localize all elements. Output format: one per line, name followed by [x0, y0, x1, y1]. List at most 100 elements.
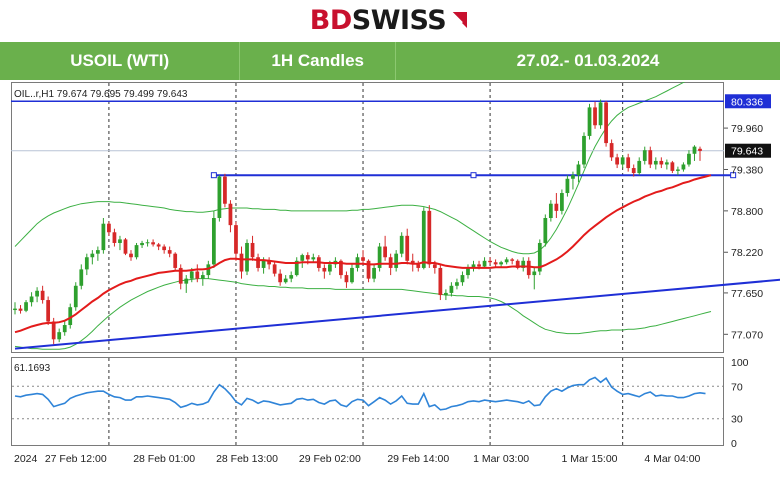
rsi-value-label: 61.1693: [14, 363, 51, 374]
candle-body: [278, 273, 283, 283]
candle-body: [57, 332, 62, 340]
time-axis-label: 27 Feb 12:00: [45, 453, 107, 465]
candle-body: [405, 235, 410, 261]
candle-body: [449, 285, 454, 293]
candle-body: [504, 259, 509, 263]
time-axis-label: 28 Feb 13:00: [216, 453, 278, 465]
candle-body: [388, 257, 393, 268]
candle-body: [217, 176, 222, 218]
time-axis-label: 29 Feb 14:00: [387, 453, 449, 465]
candle-body: [156, 244, 161, 247]
candle-body: [289, 275, 294, 279]
timeframe-label: 1H Candles: [240, 42, 396, 80]
candle-body: [432, 264, 437, 268]
candle-body: [637, 160, 642, 174]
candle-body: [399, 235, 404, 254]
candle-body: [471, 264, 476, 268]
candle-body: [234, 225, 238, 254]
candle-body: [361, 257, 365, 261]
candle-body: [294, 260, 299, 276]
candle-body: [488, 260, 492, 263]
candle-body: [410, 260, 415, 265]
candle-body: [664, 162, 669, 165]
candle-body: [548, 203, 553, 218]
candle-body: [510, 259, 515, 261]
candle-body: [195, 271, 200, 279]
candle-body: [178, 267, 183, 284]
candle-body: [173, 253, 178, 268]
instrument-label: USOIL (WTI): [0, 42, 241, 80]
rsi-panel-frame: [11, 357, 724, 446]
candle-body: [609, 143, 614, 158]
candle-body: [95, 250, 100, 254]
candle-body: [377, 246, 382, 268]
candle-body: [305, 255, 310, 260]
candle-body: [670, 162, 675, 171]
candle-body: [394, 253, 399, 268]
candle-body: [206, 264, 211, 276]
candle-body: [18, 308, 23, 311]
candle-body: [73, 285, 78, 308]
candle-body: [134, 245, 139, 258]
candle-body: [681, 164, 686, 170]
candle-body: [51, 321, 56, 340]
candle-body: [184, 278, 189, 284]
candle-body: [62, 325, 67, 333]
chart-area: 79.960 79.380 78.800 78.220 77.650 77.070 80.3…: [0, 69, 780, 492]
candle-body: [322, 267, 327, 272]
candle-body: [328, 264, 332, 272]
candle-body: [29, 296, 34, 303]
resistance-price-label: 80.336: [731, 96, 763, 108]
brand-logo: BDSWISS: [0, 0, 780, 40]
candle-body: [228, 203, 233, 226]
candle-body: [344, 275, 349, 283]
date-range-label: 27.02.- 01.03.2024: [516, 51, 660, 70]
price-axis-label: 79.960: [731, 123, 763, 135]
candle-body: [626, 157, 631, 169]
rsi-axis-label: 100: [731, 357, 749, 369]
candle-body: [421, 210, 426, 268]
candle-body: [477, 264, 481, 267]
candle-body: [466, 267, 470, 276]
candle-body: [107, 223, 111, 233]
candle-body: [416, 264, 421, 268]
candle-body: [438, 267, 443, 296]
candle-body: [46, 300, 51, 322]
candle-body: [676, 169, 680, 171]
candle-body: [118, 239, 122, 243]
candle-body: [123, 239, 128, 254]
last-price-tag: [725, 143, 771, 158]
candle-body: [350, 267, 354, 283]
upper-bollinger-band-line: [14, 69, 712, 255]
candle-body: [598, 102, 603, 126]
candle-body: [372, 267, 376, 279]
rsi-axis-label: 0: [731, 438, 737, 450]
time-axis-label: 4 Mar 04:00: [644, 453, 700, 465]
candle-body: [604, 102, 608, 144]
candle-body: [283, 278, 288, 283]
candle-body: [648, 150, 653, 165]
candle-body: [250, 242, 255, 258]
candle-body: [593, 107, 597, 126]
price-axis-label: 77.070: [731, 329, 763, 341]
time-axis-label: 28 Feb 01:00: [133, 453, 195, 465]
candle-body: [339, 260, 343, 276]
candle-body: [482, 260, 487, 267]
candle-body: [642, 150, 647, 161]
brand-wordmark: BDSWISS: [309, 4, 447, 36]
candle-body: [444, 292, 448, 296]
candle-body: [223, 176, 227, 204]
moving-average-line: [14, 174, 712, 334]
candle-body: [112, 232, 117, 243]
candle-body: [90, 253, 95, 258]
candle-body: [653, 160, 658, 165]
candle-body: [300, 255, 305, 261]
candle-body: [189, 271, 194, 279]
candle-body: [499, 262, 504, 265]
candle-body: [692, 146, 697, 154]
candle-body: [211, 218, 216, 265]
support-level-handle: [210, 172, 217, 179]
time-axis-label: 29 Feb 02:00: [299, 453, 361, 465]
candle-body: [200, 275, 205, 279]
candle-body: [537, 242, 542, 272]
